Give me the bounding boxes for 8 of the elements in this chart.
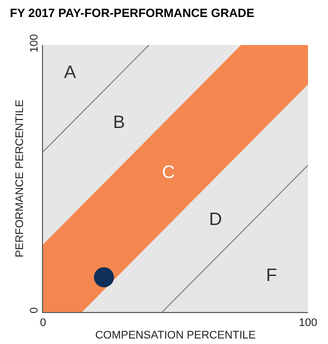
annotation: F bbox=[266, 265, 277, 285]
annotation: A bbox=[64, 62, 76, 82]
chart-title: FY 2017 PAY-FOR-PERFORMANCE GRADE bbox=[10, 6, 254, 20]
annotation: D bbox=[209, 209, 222, 229]
annotation: B bbox=[113, 112, 126, 132]
annotation: C bbox=[162, 162, 175, 182]
y-axis-title: PERFORMANCE PERCENTILE bbox=[14, 100, 26, 258]
x-axis-title: COMPENSATION PERCENTILE bbox=[95, 329, 256, 342]
